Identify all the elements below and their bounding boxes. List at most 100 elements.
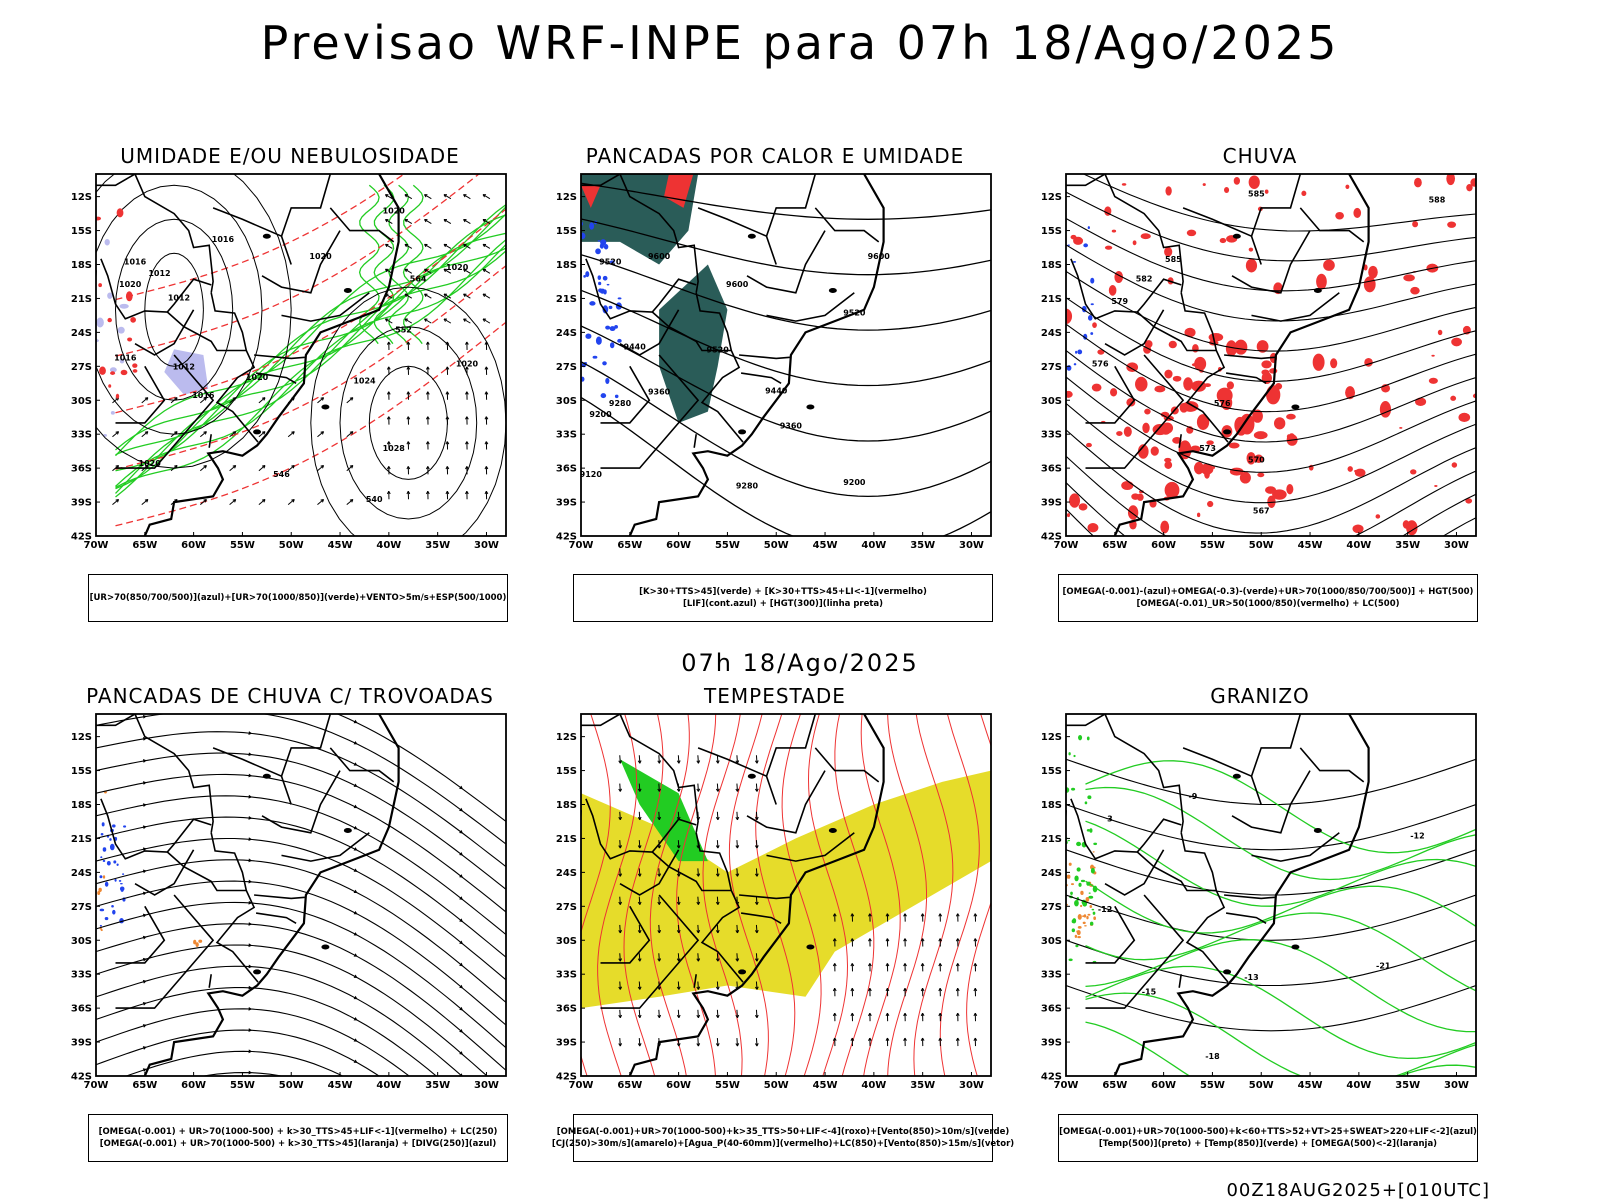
lake-mark — [738, 429, 746, 434]
omega-shade — [1080, 905, 1082, 907]
panel-legend: [UR>70(850/700/500)](azul)+[UR>70(1000/8… — [88, 574, 508, 622]
streamline-arrow — [249, 943, 253, 947]
lif-contour — [605, 378, 609, 384]
rain-shade — [1160, 521, 1169, 534]
temp850-contour — [1074, 875, 1078, 881]
lon-tick-label: 35W — [910, 540, 935, 551]
rain-shade — [1458, 413, 1470, 422]
lon-tick-label: 70W — [569, 540, 594, 551]
lat-tick-label: 24S — [71, 328, 92, 339]
lon-tick-label: 45W — [328, 540, 353, 551]
lat-tick-label: 24S — [71, 868, 92, 879]
border-line — [211, 833, 258, 982]
thickness-contour — [116, 170, 507, 300]
lat-tick-label: 36S — [556, 464, 577, 475]
omega-shade — [1069, 863, 1072, 866]
contour-label: 1012 — [168, 294, 190, 303]
rain-shade — [1121, 481, 1133, 490]
lake-mark — [1233, 774, 1241, 779]
border-line — [256, 913, 296, 923]
lif-contour — [585, 333, 591, 338]
contour-label: 1028 — [383, 444, 406, 453]
contour-label: 576 — [1214, 399, 1231, 408]
divergence-shade — [120, 883, 123, 884]
rain-shade — [1088, 523, 1099, 532]
rain-shade — [1254, 431, 1268, 439]
lon-tick-label: 65W — [132, 540, 157, 551]
rain-shade — [1086, 443, 1092, 447]
lon-tick-label: 50W — [279, 540, 304, 551]
divergence-shade — [101, 833, 104, 835]
streamline-arrow — [249, 965, 253, 969]
lon-tick-label: 60W — [181, 540, 206, 551]
streamline — [77, 839, 516, 989]
rain-shade — [1183, 377, 1193, 390]
contour-label: 585 — [1248, 190, 1265, 199]
contour-label: 9120 — [580, 470, 603, 479]
lat-tick-label: 39S — [1041, 498, 1062, 509]
temp850-contour — [1090, 922, 1093, 926]
contour-label: 579 — [1111, 297, 1128, 306]
streamline — [77, 902, 516, 1056]
lif-contour — [617, 339, 622, 343]
omega-shade — [1093, 851, 1095, 852]
border-line — [1137, 852, 1216, 891]
convection-shade — [659, 265, 727, 423]
temp850-contour — [1070, 892, 1073, 895]
divergence-shade — [122, 873, 124, 875]
rain-shade — [1135, 377, 1147, 392]
panel-legend: [K>30+TTS>45](verde) + [K>30+TTS>45+LI<-… — [573, 574, 993, 622]
streamline-arrow — [143, 914, 147, 918]
panel-legend: [OMEGA(-0.001)+UR>70(1000-500)+k<60+TTS>… — [1058, 1114, 1478, 1162]
rain-shade — [1265, 190, 1269, 194]
lat-tick-label: 15S — [1041, 766, 1062, 777]
lat-tick-label: 15S — [556, 766, 577, 777]
contour-label: 1020 — [246, 373, 269, 382]
omega-shade — [1088, 914, 1091, 916]
lon-tick-label: 40W — [861, 1080, 886, 1091]
lat-tick-label: 21S — [1041, 834, 1062, 845]
page-title: Previsao WRF-INPE para 07h 18/Ago/2025 — [0, 16, 1600, 70]
lon-tick-label: 60W — [181, 1080, 206, 1091]
border-line — [209, 974, 211, 988]
border-line — [741, 373, 781, 383]
legend-line: [UR>70(850/700/500)](azul)+[UR>70(1000/8… — [90, 592, 507, 604]
rain-shade — [1192, 363, 1198, 366]
rain-shade — [1109, 285, 1117, 296]
temp850-contour — [1092, 909, 1095, 911]
temp850-contour — [1076, 842, 1081, 846]
lat-tick-label: 21S — [71, 834, 92, 845]
lon-tick-label: 70W — [84, 540, 109, 551]
lon-tick-label: 70W — [84, 1080, 109, 1091]
lon-tick-label: 60W — [1151, 540, 1176, 551]
lon-tick-label: 55W — [230, 1080, 255, 1091]
omega-shade — [1075, 935, 1077, 938]
humidity-shade — [105, 239, 110, 246]
rain-shade — [1151, 446, 1159, 455]
red-marker — [121, 370, 128, 375]
lon-tick-label: 45W — [1298, 540, 1323, 551]
rain-shade — [1246, 259, 1257, 273]
border-line — [96, 174, 135, 185]
border-line — [1232, 771, 1310, 833]
forecast-time-label: 07h 18/Ago/2025 — [0, 649, 1600, 677]
streamline — [77, 924, 516, 1079]
rain-shade — [1447, 221, 1456, 227]
rain-shade — [1249, 248, 1253, 252]
legend-line: [OMEGA(-0.01)_UR>50(1000/850)(vermelho) … — [1136, 598, 1399, 610]
rain-shade — [1275, 383, 1282, 389]
lat-tick-label: 36S — [71, 1004, 92, 1015]
humidity-shade — [96, 318, 104, 328]
divergence-shade — [109, 838, 111, 841]
contour-label: 9280 — [609, 399, 632, 408]
lat-tick-label: 24S — [1041, 328, 1062, 339]
temp850-contour — [1072, 919, 1076, 923]
lon-tick-label: 40W — [1346, 1080, 1371, 1091]
rain-shade — [1261, 369, 1269, 375]
rain-shade — [1274, 417, 1285, 429]
rain-shade — [1316, 274, 1327, 290]
